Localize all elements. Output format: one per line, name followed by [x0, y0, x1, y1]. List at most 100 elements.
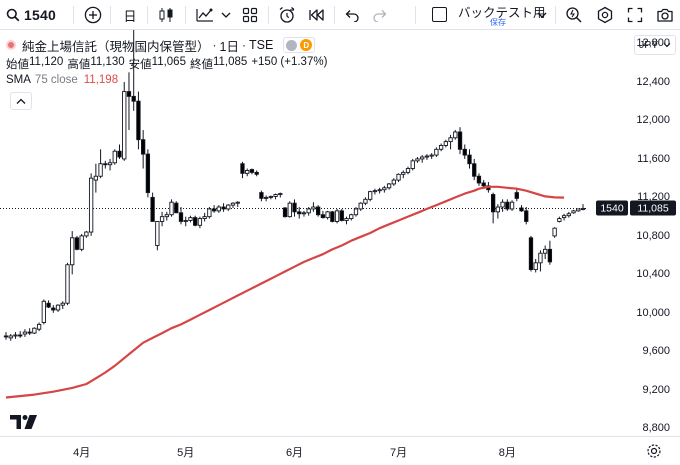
candle-body — [145, 153, 151, 194]
candle-body — [519, 207, 524, 212]
time-tick-label: 7月 — [389, 447, 408, 459]
price-tick-label: 12,400 — [636, 75, 670, 88]
symbol-search-button[interactable]: 1540 — [6, 0, 56, 30]
sma-legend[interactable]: SMA 75 close 11,198 — [6, 74, 118, 90]
replay-button[interactable] — [306, 0, 328, 30]
chart-settings-button[interactable] — [646, 443, 662, 464]
toolbar-divider — [147, 6, 148, 24]
candle-body — [509, 201, 515, 210]
alert-button[interactable] — [276, 0, 298, 30]
candle-body — [13, 334, 18, 337]
candle-body — [164, 214, 169, 218]
low-value: 11,065 — [151, 56, 186, 68]
candle-body — [211, 208, 217, 212]
candle-body — [60, 302, 65, 306]
candle-body — [401, 171, 406, 175]
candle-body — [547, 248, 553, 263]
last-price-label: 11,085 — [630, 200, 676, 216]
chart-type-button[interactable] — [156, 0, 176, 30]
candle-body — [88, 177, 94, 233]
candle-body — [197, 218, 203, 226]
candle-body — [448, 137, 453, 143]
candle-body — [230, 202, 236, 206]
candles-icon — [159, 8, 173, 22]
undo-icon — [345, 10, 359, 22]
layout-grid-button[interactable] — [240, 0, 260, 30]
candle-body — [420, 156, 425, 160]
candle-body — [434, 148, 439, 156]
candle-body — [543, 248, 548, 254]
instrument-name[interactable]: 純金上場信託（現物国内保管型） — [22, 39, 210, 54]
camera-icon — [657, 8, 673, 22]
candle-body — [202, 216, 207, 220]
time-axis[interactable]: 4月 5月 6月 7月 8月 — [0, 436, 680, 465]
candle-body — [396, 173, 401, 181]
search-lightning-icon — [566, 7, 582, 23]
undo-button[interactable] — [342, 0, 362, 30]
candle-body — [65, 264, 70, 304]
price-chart[interactable] — [0, 30, 680, 436]
tradingview-logo[interactable] — [10, 415, 38, 434]
redo-button[interactable] — [370, 0, 390, 30]
candle-body — [8, 335, 13, 339]
open-value: 11,120 — [29, 56, 64, 68]
interval-button[interactable]: 日 — [120, 0, 140, 30]
candle-body — [415, 158, 420, 162]
toolbar-divider — [185, 6, 186, 24]
candle-body — [278, 193, 283, 196]
snapshot-button[interactable] — [654, 0, 676, 30]
chevron-down-icon — [663, 43, 671, 48]
candle-body — [576, 208, 581, 212]
indicators-dropdown-button[interactable] — [220, 0, 232, 30]
legend-collapse-button[interactable] — [10, 92, 32, 110]
currency-selector[interactable]: JPY — [634, 35, 676, 55]
candle-body — [538, 252, 543, 264]
candle-body — [183, 220, 188, 222]
data-status-badge[interactable]: D — [283, 37, 316, 53]
legend-separator: · — [212, 38, 217, 52]
top-toolbar: 1540 日 バックテスト用 保存 — [0, 0, 680, 30]
alarm-clock-icon — [279, 6, 295, 23]
indicators-button[interactable] — [194, 0, 216, 30]
market-status-dot — [6, 40, 16, 50]
candle-body — [169, 201, 174, 216]
price-scale[interactable]: 12,800 12,400 12,000 11,600 11,200 10,800 10,4… — [588, 30, 680, 435]
candle-body — [424, 155, 430, 158]
fullscreen-button[interactable] — [624, 0, 646, 30]
candle-body — [524, 210, 529, 222]
candle-body — [117, 150, 122, 158]
sma-value: 11,198 — [83, 74, 119, 86]
candle-body — [259, 192, 264, 199]
candle-body — [207, 208, 212, 218]
price-tick-label: 12,000 — [636, 114, 670, 127]
price-tick-label: 11,600 — [637, 152, 670, 165]
candle-body — [315, 206, 321, 216]
candle-body — [131, 95, 136, 102]
sma-label: SMA — [6, 74, 31, 86]
backtest-checkbox[interactable] — [432, 7, 447, 22]
candle-body — [386, 183, 392, 189]
candle-body — [136, 100, 141, 141]
delayed-data-icon: D — [300, 39, 313, 51]
redo-icon — [373, 10, 387, 22]
compare-add-button[interactable] — [82, 0, 104, 30]
candle-body — [159, 216, 165, 222]
candle-body — [155, 221, 160, 246]
candle-body — [74, 237, 80, 250]
candle-body — [429, 154, 434, 157]
candle-body — [462, 148, 467, 156]
close-label: 終値 — [189, 59, 213, 71]
candle-body — [349, 214, 354, 220]
low-label: 安値 — [128, 59, 152, 71]
candle-body — [221, 206, 226, 210]
candle-body — [505, 201, 510, 210]
candle-body — [126, 91, 132, 97]
candle-body — [368, 191, 373, 200]
backtest-dropdown-button[interactable] — [536, 0, 548, 30]
candle-body — [150, 196, 155, 222]
candle-body — [292, 202, 297, 213]
candle-body — [235, 201, 240, 204]
time-tick-label: 8月 — [498, 447, 516, 459]
settings-button[interactable] — [594, 0, 616, 30]
quick-search-button[interactable] — [563, 0, 585, 30]
